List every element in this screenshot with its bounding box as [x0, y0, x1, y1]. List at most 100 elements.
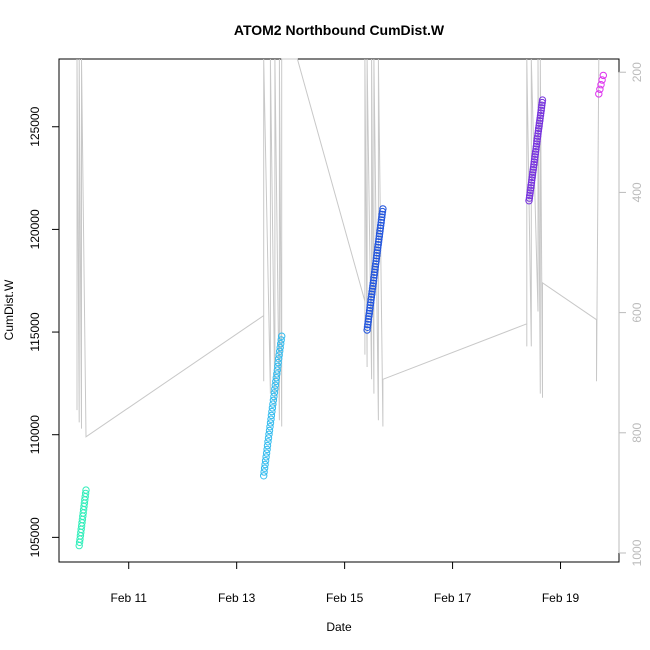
data-point: [260, 472, 268, 480]
data-point: [271, 385, 279, 393]
data-point: [368, 290, 376, 298]
data-point: [531, 150, 539, 158]
data-point: [533, 135, 541, 143]
data-point: [270, 392, 278, 401]
data-point: [537, 109, 545, 117]
data-point: [270, 389, 279, 397]
data-point: [373, 252, 381, 260]
data-point: [526, 191, 534, 200]
data-point: [368, 285, 377, 293]
data-point: [365, 307, 374, 315]
data-point: [274, 358, 282, 367]
data-point: [533, 137, 541, 146]
data-point: [261, 457, 270, 465]
x-tick-label: Feb 15: [326, 591, 364, 605]
data-point: [275, 351, 283, 359]
data-point: [367, 293, 376, 301]
data-point: [277, 336, 285, 344]
y-tick-label: 115000: [28, 312, 42, 351]
data-point: [271, 381, 279, 389]
data-point: [369, 279, 377, 287]
data-point: [597, 81, 605, 89]
data-point: [529, 163, 538, 171]
data-point: [377, 221, 385, 230]
data-point: [370, 268, 379, 276]
x-axis: Feb 11 Feb 13 Feb 15 Feb 17 Feb 19: [110, 561, 580, 605]
data-point: [376, 227, 384, 235]
data-point: [525, 197, 533, 205]
data-point: [375, 232, 383, 241]
data-point: [274, 362, 282, 370]
data-point: [535, 119, 544, 128]
data-point: [363, 326, 371, 334]
data-point: [364, 318, 372, 326]
data-point: [535, 122, 543, 130]
data-point: [366, 301, 374, 309]
data-point: [276, 347, 284, 355]
x-tick-label: Feb 13: [218, 591, 256, 605]
data-point: [378, 210, 386, 219]
data-point: [273, 366, 281, 374]
data-point: [538, 101, 546, 109]
data-point: [364, 315, 373, 323]
data-point: [377, 218, 385, 227]
data-point: [534, 129, 542, 138]
data-point: [379, 205, 387, 213]
y-tick-label: 105000: [28, 517, 42, 557]
data-point: [369, 282, 377, 290]
data-point: [534, 132, 542, 140]
data-point: [532, 145, 540, 153]
data-point: [363, 323, 372, 331]
data-point: [527, 184, 535, 192]
data-point: [260, 464, 269, 472]
data-point: [269, 396, 278, 404]
data-point: [596, 85, 604, 94]
y-tick-label: 125000: [28, 106, 42, 146]
data-point: [269, 400, 277, 408]
data-point: [268, 407, 276, 416]
data-point: [367, 296, 375, 304]
points-layer: [75, 71, 607, 550]
y2-tick-label: 200: [630, 62, 644, 82]
data-point: [377, 216, 386, 224]
chart-title: ATOM2 Northbound CumDist.W: [234, 22, 445, 38]
x-axis-label: Date: [326, 620, 352, 634]
data-point: [372, 260, 380, 268]
data-point: [369, 276, 378, 285]
data-point: [538, 98, 546, 107]
data-point: [81, 489, 90, 498]
data-point: [529, 166, 537, 174]
data-point: [525, 194, 534, 202]
data-point: [378, 213, 386, 221]
data-point: [372, 254, 381, 263]
data-point: [538, 96, 547, 104]
data-point: [532, 142, 540, 151]
data-point: [599, 71, 607, 80]
y2-tick-label: 1000: [630, 539, 644, 566]
data-point: [376, 224, 385, 232]
data-point: [374, 238, 383, 246]
data-point: [367, 298, 375, 307]
data-point: [272, 377, 280, 386]
trace-line: [76, 58, 600, 438]
data-point: [373, 246, 382, 254]
data-point: [528, 176, 536, 184]
data-point: [265, 430, 273, 438]
data-point: [365, 312, 373, 320]
x-tick-label: Feb 11: [110, 591, 147, 605]
data-point: [375, 230, 384, 238]
y-tick-label: 110000: [28, 415, 42, 454]
data-point: [527, 178, 536, 187]
data-point: [370, 274, 378, 282]
data-point: [261, 460, 269, 469]
data-point: [534, 127, 543, 135]
data-point: [368, 287, 376, 296]
data-point: [264, 438, 272, 446]
data-point: [276, 343, 284, 352]
data-point: [537, 106, 545, 115]
data-point: [262, 449, 271, 457]
data-point: [264, 434, 273, 442]
data-point: [530, 160, 538, 169]
data-point: [266, 423, 274, 431]
data-point: [263, 441, 272, 450]
